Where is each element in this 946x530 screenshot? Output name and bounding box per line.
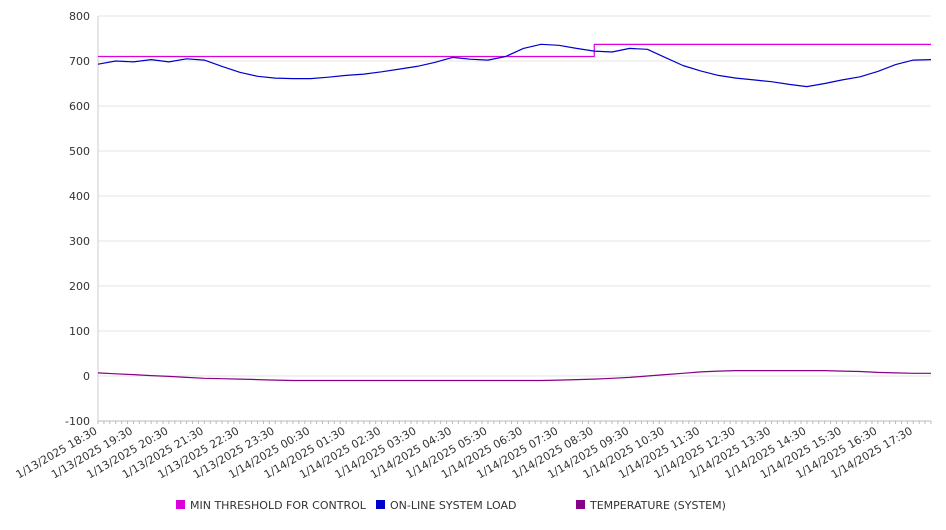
series-line-0 <box>98 43 931 58</box>
y-tick-label: 200 <box>69 280 90 293</box>
y-tick-label: 0 <box>83 370 90 383</box>
plot-area <box>97 43 932 382</box>
legend-swatch <box>176 500 185 509</box>
legend: MIN THRESHOLD FOR CONTROL ON-LINE SYSTEM … <box>176 499 726 512</box>
grid <box>98 15 931 422</box>
y-tick-label: 100 <box>69 325 90 338</box>
series-line-1 <box>97 43 932 88</box>
legend-swatch <box>376 500 385 509</box>
series-line-2 <box>97 370 931 382</box>
legend-label: MIN THRESHOLD FOR CONTROL <box>190 499 367 512</box>
y-tick-label: 700 <box>69 55 90 68</box>
y-tick-label: 500 <box>69 145 90 158</box>
y-tick-label: 600 <box>69 100 90 113</box>
y-tick-label: 300 <box>69 235 90 248</box>
y-tick-label: 800 <box>69 10 90 23</box>
y-tick-label: 400 <box>69 190 90 203</box>
legend-label: TEMPERATURE (SYSTEM) <box>589 499 726 512</box>
y-tick-label: -100 <box>65 415 90 428</box>
legend-swatch <box>576 500 585 509</box>
legend-label: ON-LINE SYSTEM LOAD <box>390 499 516 512</box>
